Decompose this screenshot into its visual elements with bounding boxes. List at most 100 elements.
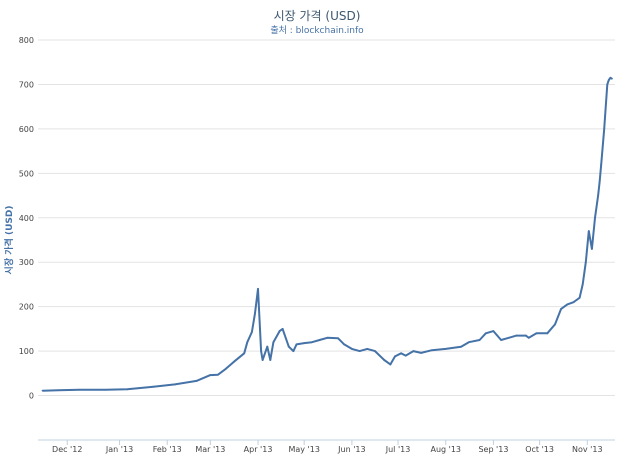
data-point	[444, 347, 447, 350]
data-point	[554, 323, 556, 326]
data-point	[269, 359, 272, 361]
data-point	[152, 385, 155, 388]
data-point	[278, 330, 281, 333]
data-point	[358, 350, 361, 353]
data-point	[560, 307, 563, 310]
x-tick-label: Feb '13	[153, 445, 182, 454]
data-point	[524, 334, 527, 337]
x-tick-label: Apr '13	[244, 445, 273, 454]
data-point	[546, 332, 549, 335]
data-point	[600, 163, 603, 166]
y-tick-label: 400	[19, 214, 34, 223]
data-point	[104, 388, 107, 391]
data-point	[243, 352, 246, 355]
chart-subtitle: 출처 : blockchain.info	[270, 24, 364, 36]
x-tick-label: Dec '12	[52, 445, 82, 454]
x-tick-label: Sep '13	[478, 445, 508, 454]
data-point	[389, 363, 392, 366]
data-point	[78, 388, 81, 391]
data-point	[350, 347, 353, 350]
x-tick-label: Jun '13	[337, 445, 365, 454]
data-point	[404, 354, 407, 357]
data-point	[266, 345, 269, 348]
data-point	[492, 330, 495, 333]
x-axis-ticks: Dec '12 Jan '13 Feb '13 Mar '13 Apr '13 May '…	[52, 440, 603, 454]
y-tick-label: 700	[19, 80, 34, 89]
data-point	[57, 389, 59, 392]
data-point	[310, 341, 313, 344]
data-point	[287, 345, 290, 348]
y-tick-label: 300	[19, 258, 34, 267]
x-tick-label: Aug '13	[430, 445, 461, 454]
data-point	[343, 343, 346, 346]
y-axis-label: 시장 가격 (USD)	[3, 206, 15, 275]
data-point	[261, 359, 264, 361]
data-point	[374, 350, 376, 353]
chart-title: 시장 가격 (USD)	[274, 9, 361, 23]
y-tick-label: 200	[19, 303, 34, 312]
data-point	[272, 341, 275, 344]
data-point	[292, 350, 295, 353]
data-point	[224, 367, 227, 370]
data-point	[400, 352, 403, 355]
data-point	[584, 261, 587, 264]
data-point	[591, 247, 593, 250]
data-point	[383, 359, 386, 361]
data-point	[303, 342, 306, 345]
data-point	[254, 312, 256, 315]
data-point	[515, 334, 518, 337]
price-line-0	[42, 76, 613, 392]
data-point	[195, 379, 198, 382]
data-point	[484, 332, 487, 335]
data-point	[366, 347, 369, 350]
data-point	[581, 283, 584, 286]
grid-lines	[38, 39, 615, 397]
data-point	[527, 336, 530, 339]
y-tick-label: 600	[19, 125, 34, 134]
data-point	[611, 77, 613, 80]
data-point	[500, 339, 503, 341]
y-tick-label: 800	[19, 36, 34, 45]
x-tick-label: Jan '13	[105, 445, 133, 454]
data-point	[609, 76, 612, 79]
x-tick-label: Nov '13	[572, 445, 603, 454]
data-point	[597, 194, 599, 197]
x-tick-label: May '13	[288, 445, 319, 454]
data-point	[250, 331, 253, 333]
data-point	[535, 332, 538, 335]
data-point	[578, 296, 581, 299]
series-group	[41, 76, 613, 392]
data-point	[566, 303, 569, 306]
y-tick-label: 500	[19, 169, 34, 178]
data-point	[41, 389, 44, 392]
data-point	[337, 337, 339, 340]
y-axis-ticks: 0 100 200 300 400 500 600 700 800	[19, 36, 34, 401]
data-point	[460, 345, 463, 348]
y-tick-label: 100	[19, 347, 34, 356]
y-tick-label: 0	[29, 392, 34, 401]
data-point	[295, 343, 298, 346]
data-point	[318, 339, 321, 341]
data-point	[606, 83, 609, 86]
data-point	[587, 230, 590, 233]
data-point	[257, 287, 259, 290]
data-point	[430, 349, 433, 352]
data-point	[420, 351, 423, 354]
data-point	[598, 181, 601, 184]
data-point	[232, 361, 235, 364]
data-point	[260, 350, 263, 353]
data-point	[572, 301, 575, 304]
data-point	[603, 127, 606, 130]
data-point	[246, 341, 249, 344]
data-point	[209, 374, 212, 377]
data-point	[126, 388, 129, 391]
data-point	[174, 383, 176, 386]
x-tick-label: Jul '13	[385, 445, 411, 454]
data-point	[217, 373, 219, 376]
x-tick-label: Oct '13	[525, 445, 554, 454]
data-point	[281, 327, 284, 330]
data-point	[394, 355, 396, 358]
data-point	[507, 336, 510, 339]
data-point	[478, 339, 481, 341]
